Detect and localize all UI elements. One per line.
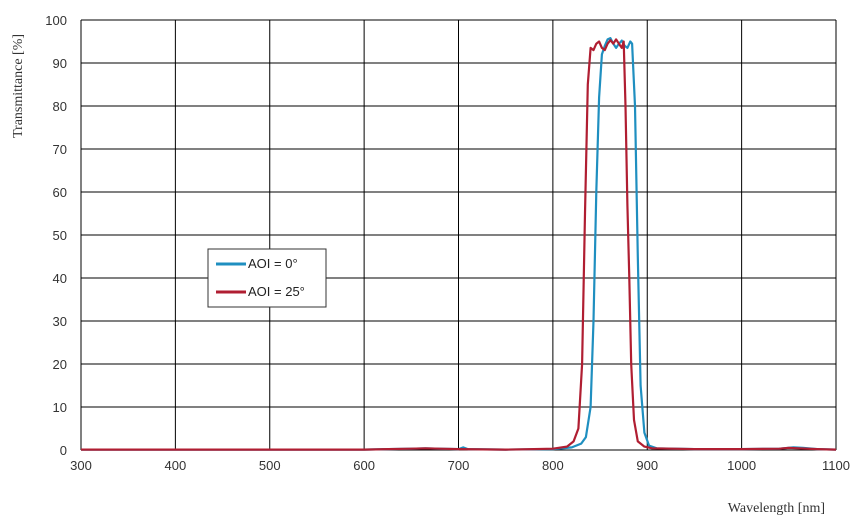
y-tick-label: 40 bbox=[53, 271, 67, 286]
y-tick-label: 30 bbox=[53, 314, 67, 329]
x-tick-label: 1000 bbox=[727, 458, 756, 473]
x-tick-label: 900 bbox=[636, 458, 658, 473]
y-tick-label: 70 bbox=[53, 142, 67, 157]
series-layer bbox=[81, 37, 837, 451]
y-tick-label: 90 bbox=[53, 56, 67, 71]
x-tick-label: 400 bbox=[165, 458, 187, 473]
y-tick-label: 80 bbox=[53, 99, 67, 114]
x-tick-label: 1100 bbox=[822, 458, 850, 473]
y-axis-title: Transmittance [%] bbox=[11, 34, 26, 138]
x-tick-label: 800 bbox=[542, 458, 564, 473]
legend-box bbox=[207, 248, 327, 308]
x-tick-label: 500 bbox=[259, 458, 281, 473]
y-tick-label: 50 bbox=[53, 228, 67, 243]
y-tick-label: 60 bbox=[53, 185, 67, 200]
x-tick-label: 300 bbox=[70, 458, 92, 473]
y-tick-label: 0 bbox=[60, 443, 67, 458]
y-tick-label: 10 bbox=[53, 400, 67, 415]
legend-label-aoi-0: AOI = 0° bbox=[248, 256, 298, 271]
x-tick-label: 600 bbox=[353, 458, 375, 473]
grid bbox=[80, 19, 837, 451]
x-axis-title: Wavelength [nm] bbox=[728, 501, 825, 516]
y-tick-label: 20 bbox=[53, 357, 67, 372]
series-line-1 bbox=[81, 38, 837, 451]
legend-label-aoi-25: AOI = 25° bbox=[248, 284, 305, 299]
legend: AOI = 0° AOI = 25° bbox=[207, 248, 327, 308]
x-tick-label: 700 bbox=[448, 458, 470, 473]
tick-labels: 300 400 500 600 700 800 900 1000 1100 0 10 20 30 40 50… bbox=[45, 13, 850, 473]
y-tick-label: 100 bbox=[45, 13, 67, 28]
